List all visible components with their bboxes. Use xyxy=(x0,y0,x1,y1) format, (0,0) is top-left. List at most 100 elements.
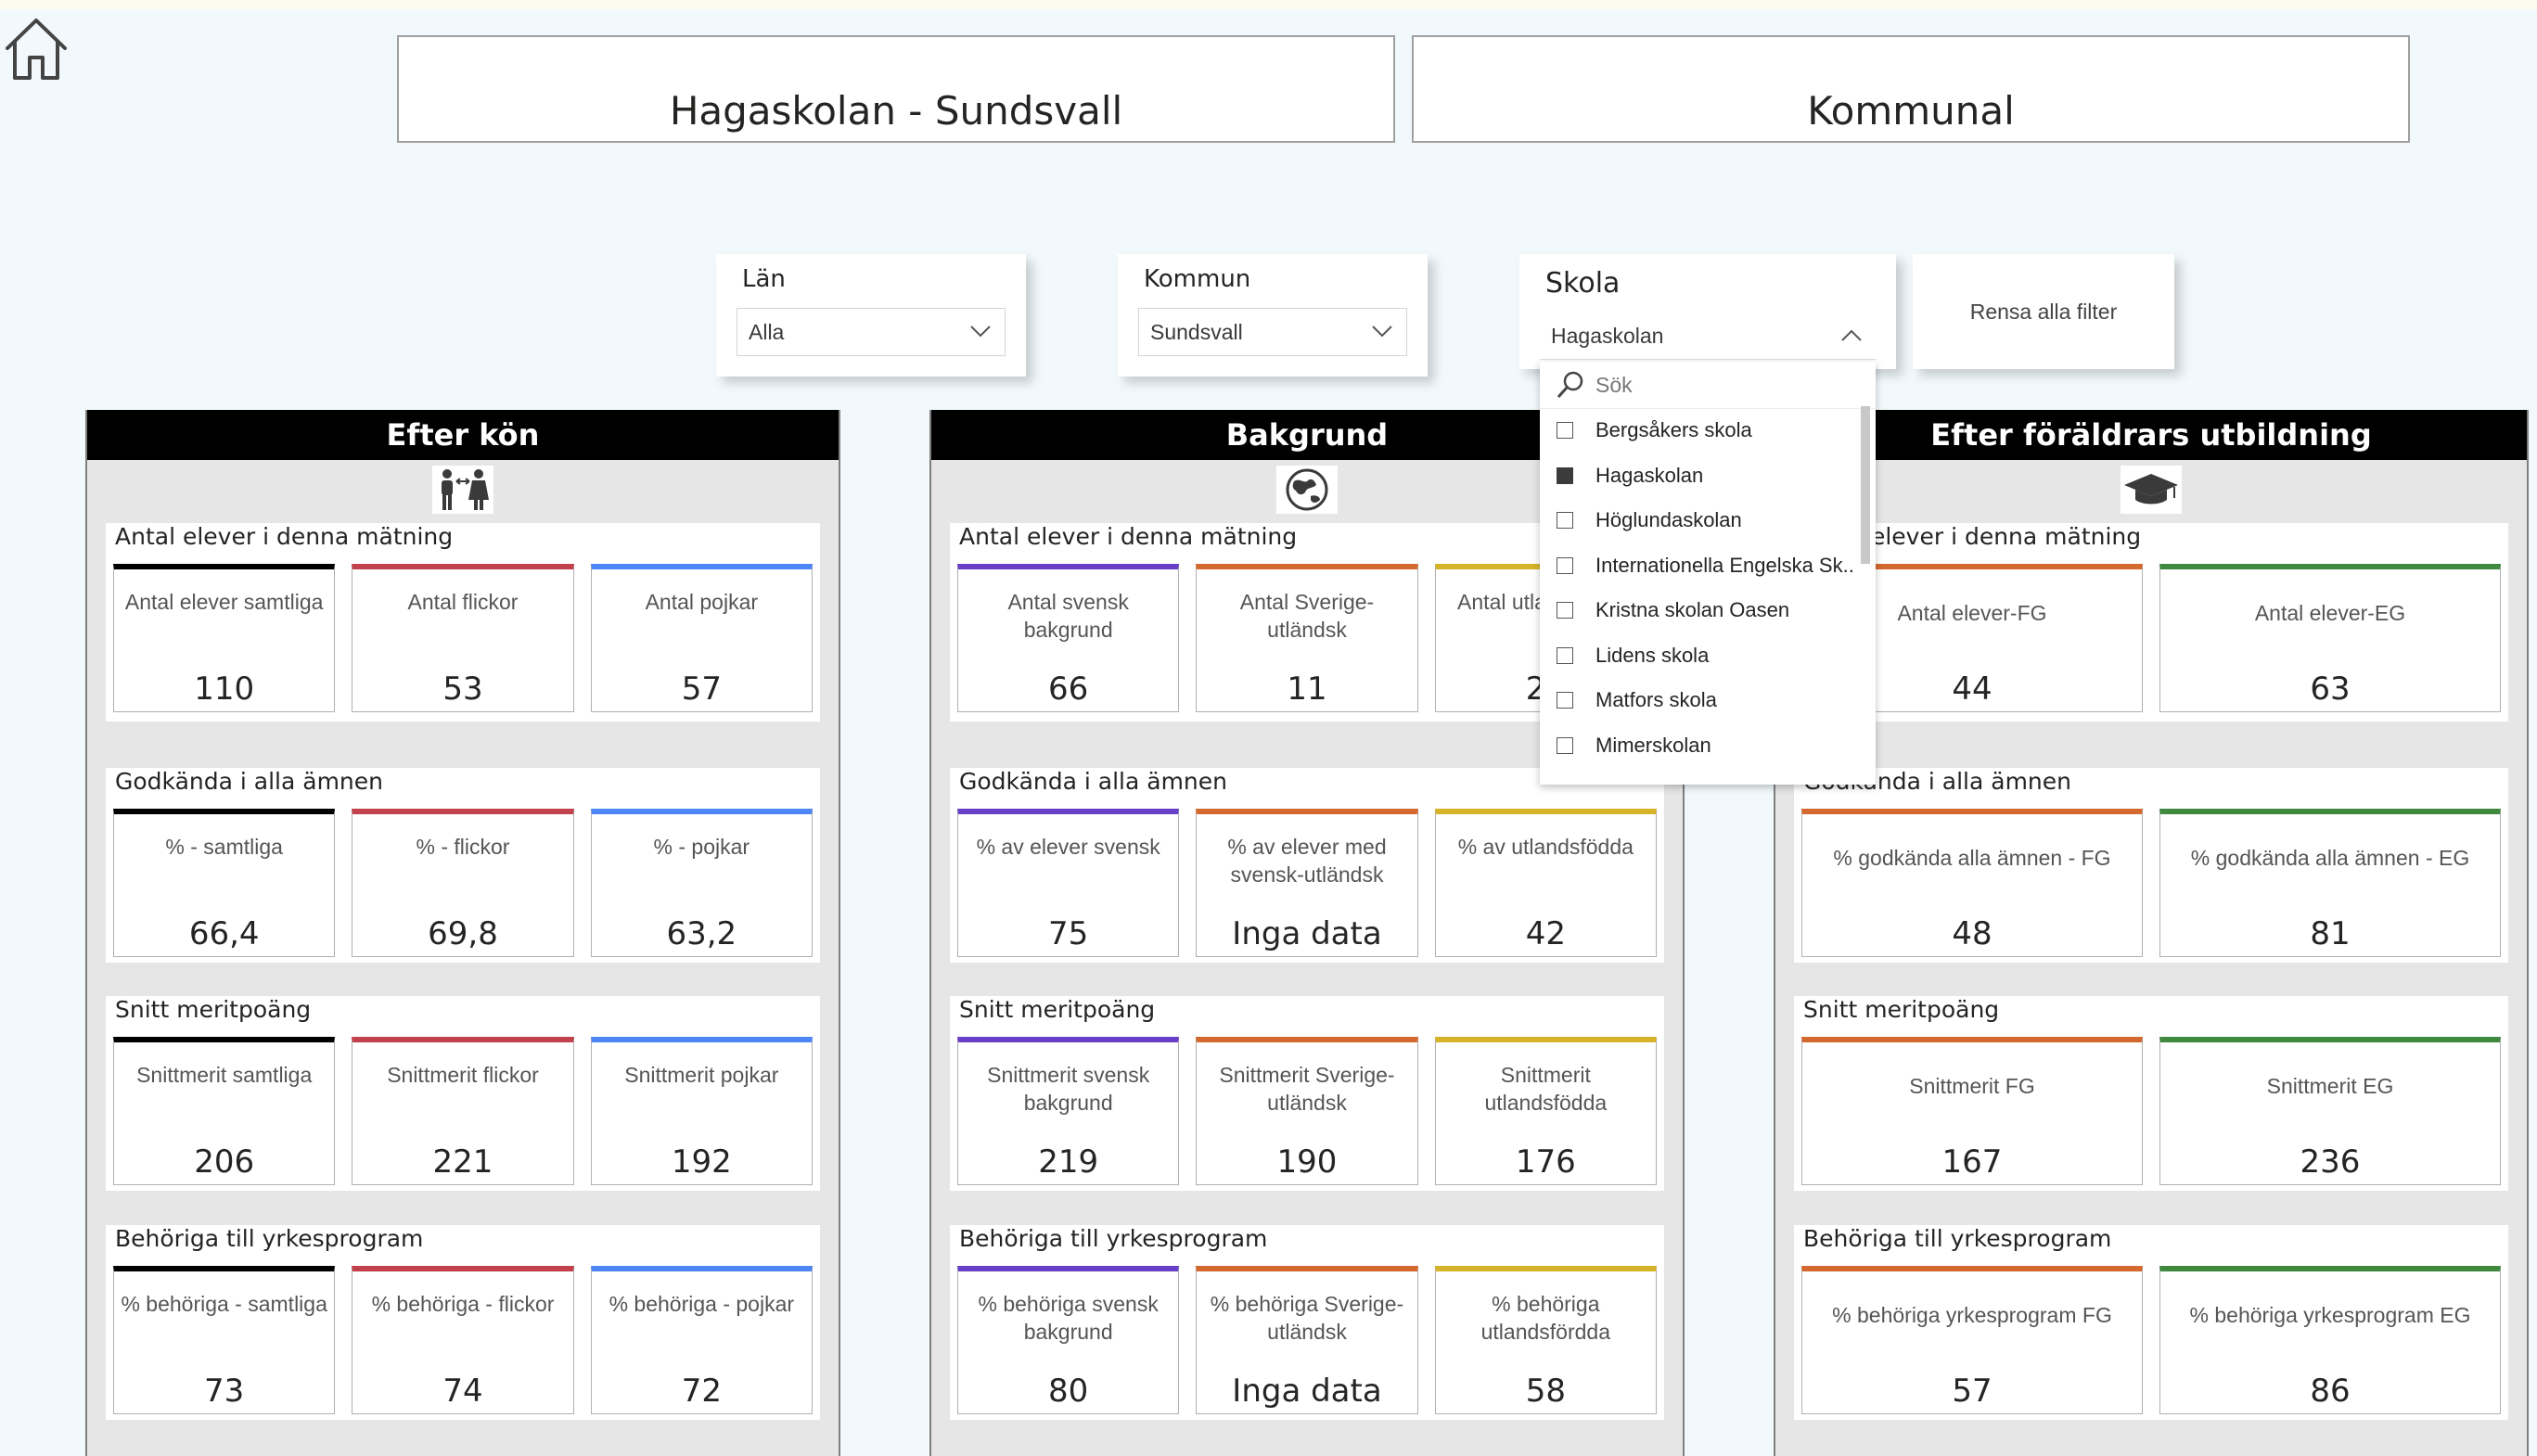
checkbox-icon[interactable] xyxy=(1557,466,1573,484)
kpi-value: 58 xyxy=(1525,1373,1566,1410)
kpi-card: % godkända alla ämnen - FG 48 xyxy=(1801,809,2143,957)
kpi-card: Snittmerit svensk bakgrund 219 xyxy=(957,1037,1180,1185)
kommun-dropdown-value: Sundsvall xyxy=(1150,319,1243,344)
kpi-value: 190 xyxy=(1276,1143,1338,1181)
kpi-value: 66,4 xyxy=(188,915,260,952)
metric-section: Snitt meritpoäng Snittmerit svensk bakgru… xyxy=(950,996,1664,1191)
kpi-value: 44 xyxy=(1952,671,1992,708)
kpi-label: % behöriga Sverige-utländsk xyxy=(1210,1292,1404,1344)
kpi-card: Snittmerit samtliga 206 xyxy=(113,1037,336,1185)
skola-list-scrollbar[interactable] xyxy=(1861,406,1870,564)
kpi-value: 219 xyxy=(1038,1143,1099,1181)
skola-option[interactable]: Internationella Engelska Sk... xyxy=(1557,543,1855,588)
kpi-value: 221 xyxy=(432,1143,493,1181)
section-title: Behöriga till yrkesprogram xyxy=(959,1225,1268,1252)
skola-search[interactable]: Sök xyxy=(1540,362,1876,409)
skola-option[interactable]: Matfors skola xyxy=(1557,678,1855,722)
kpi-label: Snittmerit utlandsfödda xyxy=(1484,1063,1608,1115)
kpi-card: Snittmerit pojkar 192 xyxy=(590,1037,813,1185)
checkbox-icon[interactable] xyxy=(1557,602,1573,619)
skola-option-label: Internationella Engelska Sk... xyxy=(1595,553,1855,577)
chevron-up-icon xyxy=(1841,329,1862,341)
skola-option[interactable]: Höglundaskolan xyxy=(1557,498,1855,543)
kommun-dropdown[interactable]: Sundsvall xyxy=(1138,308,1407,356)
kpi-value: 63,2 xyxy=(666,915,737,952)
kpi-label: % av utlandsfödda xyxy=(1457,835,1634,859)
kpi-value: 11 xyxy=(1287,671,1327,708)
skola-option[interactable]: Kristna skolan Oasen xyxy=(1557,588,1855,632)
skola-option[interactable]: Hagaskolan xyxy=(1557,453,1855,498)
checkbox-icon[interactable] xyxy=(1557,556,1573,574)
panel-gender: Efter kön Antal elever i denna mätning An… xyxy=(85,410,840,1456)
lan-dropdown[interactable]: Alla xyxy=(737,308,1006,356)
kpi-value: 63 xyxy=(2310,671,2351,708)
kpi-value: 57 xyxy=(681,671,722,708)
home-icon[interactable] xyxy=(2,13,70,83)
skola-dropdown[interactable]: Hagaskolan xyxy=(1540,313,1876,360)
section-title: Antal elever i denna mätning xyxy=(115,523,454,550)
kpi-label: % av elever med svensk-utländsk xyxy=(1227,835,1387,887)
kpi-label: Antal elever-EG xyxy=(2254,601,2406,625)
metric-section: Godkända i alla ämnen% godkända alla ämn… xyxy=(1794,768,2508,963)
search-icon xyxy=(1557,371,1583,399)
skola-option[interactable]: Mimerskolan xyxy=(1557,723,1855,768)
kpi-label: Antal flickor xyxy=(407,590,519,614)
kpi-label: % godkända alla ämnen - FG xyxy=(1833,846,2111,870)
skola-dropdown-value: Hagaskolan xyxy=(1551,324,1664,348)
kpi-label: % behöriga - pojkar xyxy=(609,1292,795,1316)
kpi-card: % godkända alla ämnen - EG 81 xyxy=(2159,809,2501,957)
section-title: Behöriga till yrkesprogram xyxy=(1803,1225,2112,1252)
section-title: Behöriga till yrkesprogram xyxy=(115,1225,424,1252)
section-title: Snitt meritpoäng xyxy=(959,996,1156,1023)
kpi-value: Inga data xyxy=(1232,915,1382,952)
kpi-card: Antal elever-EG 63 xyxy=(2159,564,2501,712)
checkbox-icon[interactable] xyxy=(1557,512,1573,529)
kpi-value: 48 xyxy=(1952,915,1992,952)
metric-section: Antal elever i denna mätning Antal elever… xyxy=(1794,523,2508,722)
kpi-label: % behöriga - flickor xyxy=(371,1292,555,1316)
checkbox-icon[interactable] xyxy=(1557,692,1573,709)
skola-option-label: Hagaskolan xyxy=(1595,463,1704,487)
kpi-value: 206 xyxy=(194,1143,255,1181)
metric-section: Behöriga till yrkesprogram % behöriga - s… xyxy=(106,1225,820,1420)
kpi-value: 176 xyxy=(1515,1143,1576,1181)
section-title: Snitt meritpoäng xyxy=(115,996,312,1023)
kpi-card: Snittmerit flickor 221 xyxy=(352,1037,574,1185)
skola-option[interactable]: Bergsåkers skola xyxy=(1557,408,1855,453)
checkbox-icon[interactable] xyxy=(1557,646,1573,664)
kpi-card: % - pojkar 63,2 xyxy=(590,809,813,957)
kpi-value: 86 xyxy=(2310,1373,2351,1410)
kpi-label: Antal svensk bakgrund xyxy=(1007,590,1129,642)
skola-option-label: Bergsåkers skola xyxy=(1595,418,1752,441)
section-title: Antal elever i denna mätning xyxy=(959,523,1298,550)
clear-filters-button[interactable]: Rensa alla filter xyxy=(1913,254,2174,369)
section-title: Godkända i alla ämnen xyxy=(115,768,383,795)
kommun-filter-label: Kommun xyxy=(1144,265,1251,293)
panel-gender-title: Efter kön xyxy=(87,410,839,460)
kpi-label: Snittmerit svensk bakgrund xyxy=(987,1063,1150,1115)
kpi-card: Antal Sverige-utländsk 11 xyxy=(1196,564,1418,712)
skola-filter: Skola Hagaskolan xyxy=(1519,254,1896,369)
skola-option[interactable]: Lidens skola xyxy=(1557,633,1855,678)
kpi-card: % - flickor 69,8 xyxy=(352,809,574,957)
kpi-label: Snittmerit EG xyxy=(2266,1074,2394,1098)
metric-section: Snitt meritpoäng Snittmerit samtliga 206 Sn… xyxy=(106,996,820,1191)
gender-icon xyxy=(432,466,493,514)
skola-option-label: Kristna skolan Oasen xyxy=(1595,598,1790,621)
graduation-cap-icon xyxy=(2121,466,2182,514)
kpi-label: Antal elever-FG xyxy=(1897,601,2047,625)
checkbox-icon[interactable] xyxy=(1557,736,1573,754)
lan-filter: Län Alla xyxy=(716,254,1026,377)
kpi-value: 110 xyxy=(194,671,255,708)
kpi-card: Snittmerit FG 167 xyxy=(1801,1037,2143,1185)
kpi-label: Snittmerit Sverige-utländsk xyxy=(1219,1063,1395,1115)
kpi-card: % behöriga yrkesprogram EG 86 xyxy=(2159,1266,2501,1414)
kpi-label: Antal pojkar xyxy=(645,590,759,614)
checkbox-icon[interactable] xyxy=(1557,422,1573,439)
kpi-card: % behöriga - pojkar 72 xyxy=(590,1266,813,1414)
kpi-card: % av utlandsfödda 42 xyxy=(1434,809,1657,957)
kpi-label: Antal elever samtliga xyxy=(124,590,324,614)
kpi-card: Antal pojkar 57 xyxy=(590,564,813,712)
kommun-filter: Kommun Sundsvall xyxy=(1118,254,1428,377)
skola-filter-label: Skola xyxy=(1545,267,1621,300)
